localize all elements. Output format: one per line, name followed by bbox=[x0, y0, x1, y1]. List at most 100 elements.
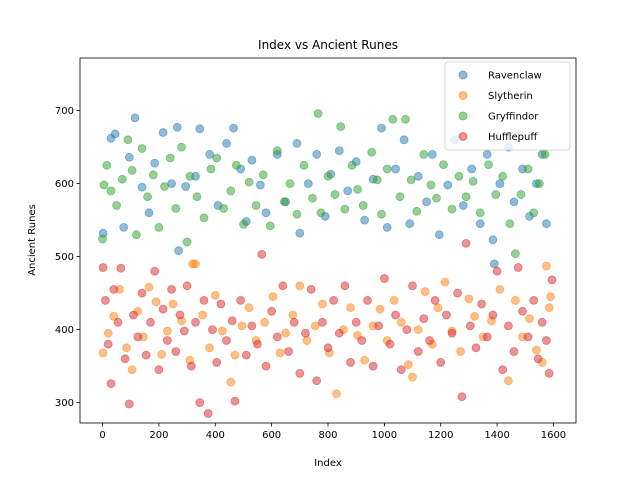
data-point bbox=[413, 171, 423, 181]
data-point bbox=[222, 336, 231, 345]
data-point bbox=[443, 180, 453, 190]
data-point bbox=[491, 190, 501, 199]
data-point bbox=[195, 398, 205, 408]
data-point bbox=[374, 321, 384, 331]
data-point bbox=[495, 179, 505, 189]
data-point bbox=[516, 190, 526, 199]
data-point bbox=[399, 135, 409, 145]
data-point bbox=[340, 281, 350, 291]
data-point bbox=[405, 219, 415, 229]
data-point bbox=[467, 164, 477, 174]
data-point bbox=[403, 360, 413, 370]
data-point bbox=[226, 186, 236, 196]
data-point bbox=[143, 192, 153, 202]
data-point bbox=[103, 328, 113, 338]
data-point bbox=[109, 284, 119, 294]
data-point bbox=[323, 343, 333, 353]
data-point bbox=[439, 160, 448, 170]
data-point bbox=[171, 203, 181, 213]
data-point bbox=[484, 160, 494, 170]
data-point bbox=[241, 350, 251, 360]
data-point bbox=[542, 336, 551, 345]
data-point bbox=[323, 171, 333, 181]
data-point bbox=[124, 152, 134, 162]
data-point bbox=[191, 317, 200, 327]
x-tick-label: 1600 bbox=[541, 430, 566, 441]
data-point bbox=[347, 160, 357, 170]
data-point bbox=[237, 321, 247, 331]
data-point bbox=[518, 306, 527, 316]
x-axis-ticks: 0 200 400 600 800 1000 1200 1400 1600 bbox=[99, 423, 566, 441]
data-point bbox=[482, 149, 492, 159]
data-point bbox=[154, 365, 164, 375]
data-point bbox=[130, 113, 140, 123]
data-point bbox=[165, 153, 175, 163]
data-point bbox=[219, 203, 229, 213]
data-point bbox=[133, 332, 143, 342]
data-point bbox=[503, 321, 513, 331]
data-point bbox=[102, 160, 112, 170]
x-axis-label: Index bbox=[314, 458, 342, 469]
data-point bbox=[389, 295, 399, 305]
data-point bbox=[261, 208, 271, 218]
data-point bbox=[98, 348, 108, 358]
data-point bbox=[174, 246, 184, 256]
data-point bbox=[425, 336, 434, 345]
legend-box bbox=[444, 61, 571, 151]
data-point bbox=[441, 310, 451, 320]
data-point bbox=[317, 299, 327, 309]
data-point bbox=[408, 372, 417, 382]
data-point bbox=[99, 180, 109, 190]
data-point bbox=[229, 123, 239, 133]
data-point bbox=[336, 122, 346, 131]
data-point bbox=[253, 339, 262, 349]
data-point bbox=[419, 314, 429, 324]
data-point bbox=[498, 365, 508, 375]
data-point bbox=[310, 321, 320, 331]
data-point bbox=[172, 122, 182, 132]
data-point bbox=[144, 208, 154, 218]
data-point bbox=[533, 354, 543, 364]
data-point bbox=[288, 310, 298, 320]
data-point bbox=[106, 379, 116, 389]
data-point bbox=[523, 164, 533, 174]
data-point bbox=[137, 144, 147, 153]
data-point bbox=[127, 165, 137, 175]
data-point bbox=[168, 299, 178, 309]
legend-item-slytherin: Slytherin bbox=[458, 91, 533, 102]
data-point bbox=[247, 321, 257, 331]
data-point bbox=[477, 299, 487, 309]
data-point bbox=[456, 347, 465, 356]
data-point bbox=[281, 328, 291, 338]
data-point bbox=[546, 292, 555, 302]
data-point bbox=[103, 339, 113, 349]
data-point bbox=[203, 409, 213, 418]
data-point bbox=[436, 357, 446, 367]
data-point bbox=[372, 175, 382, 185]
data-point bbox=[162, 326, 172, 336]
data-point bbox=[535, 179, 544, 189]
data-point bbox=[112, 201, 121, 210]
legend-item-hufflepuff: Hufflepuff bbox=[458, 132, 538, 143]
data-point bbox=[447, 328, 457, 338]
data-point bbox=[117, 174, 127, 184]
data-point bbox=[511, 295, 520, 305]
data-point bbox=[540, 149, 550, 159]
data-point bbox=[110, 129, 120, 139]
data-point bbox=[199, 213, 209, 223]
data-point bbox=[226, 377, 236, 387]
data-point bbox=[137, 288, 147, 298]
data-point bbox=[346, 357, 355, 367]
data-point bbox=[395, 192, 405, 202]
data-point bbox=[461, 192, 471, 202]
x-tick-label: 1000 bbox=[372, 430, 397, 441]
data-point bbox=[406, 175, 416, 185]
data-point bbox=[148, 170, 158, 180]
data-point bbox=[158, 128, 168, 137]
data-point bbox=[198, 310, 208, 320]
data-point bbox=[453, 288, 463, 298]
data-point bbox=[330, 190, 340, 199]
data-point bbox=[154, 222, 164, 232]
data-point bbox=[206, 164, 216, 174]
